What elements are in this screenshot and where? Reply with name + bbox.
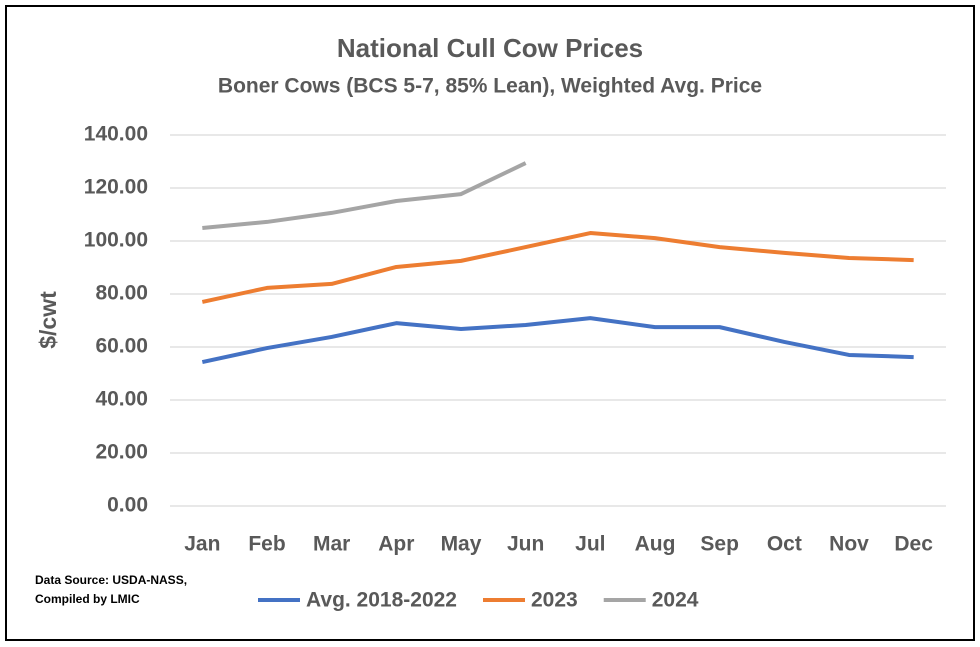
y-tick-label: 100.00 (84, 229, 148, 252)
x-tick-label: Sep (700, 533, 739, 556)
x-tick-label: Nov (829, 533, 869, 556)
legend-label: 2024 (652, 589, 699, 612)
x-tick-label: Jun (507, 533, 544, 556)
y-tick-label: 80.00 (95, 282, 148, 305)
x-tick-label: Dec (894, 533, 933, 556)
x-tick-label: Mar (313, 533, 350, 556)
series-line (201, 231, 914, 304)
y-tick-label: 120.00 (84, 176, 148, 199)
y-tick-label: 0.00 (107, 494, 148, 517)
legend-label: 2023 (531, 589, 578, 612)
y-tick-label: 40.00 (95, 388, 148, 411)
y-tick-label: 60.00 (95, 335, 148, 358)
x-tick-label: Jan (184, 533, 220, 556)
chart-frame (5, 5, 975, 641)
y-axis-label: $/cwt (35, 291, 61, 349)
x-tick-label: Jul (575, 533, 605, 556)
x-tick-label: Feb (248, 533, 285, 556)
series-line (202, 161, 527, 231)
x-tick-label: Aug (635, 533, 676, 556)
chart-subtitle: Boner Cows (BCS 5-7, 85% Lean), Weighted… (218, 75, 762, 98)
source-note: Data Source: USDA-NASS, (35, 573, 187, 587)
chart-title: National Cull Cow Prices (337, 33, 643, 63)
y-tick-label: 140.00 (84, 123, 148, 146)
source-note: Compiled by LMIC (35, 592, 140, 606)
x-tick-label: Oct (767, 533, 802, 556)
y-tick-label: 20.00 (95, 441, 148, 464)
series-line (201, 316, 914, 365)
legend-label: Avg. 2018-2022 (306, 589, 457, 612)
x-tick-label: Apr (378, 533, 414, 556)
x-tick-label: May (441, 533, 482, 556)
